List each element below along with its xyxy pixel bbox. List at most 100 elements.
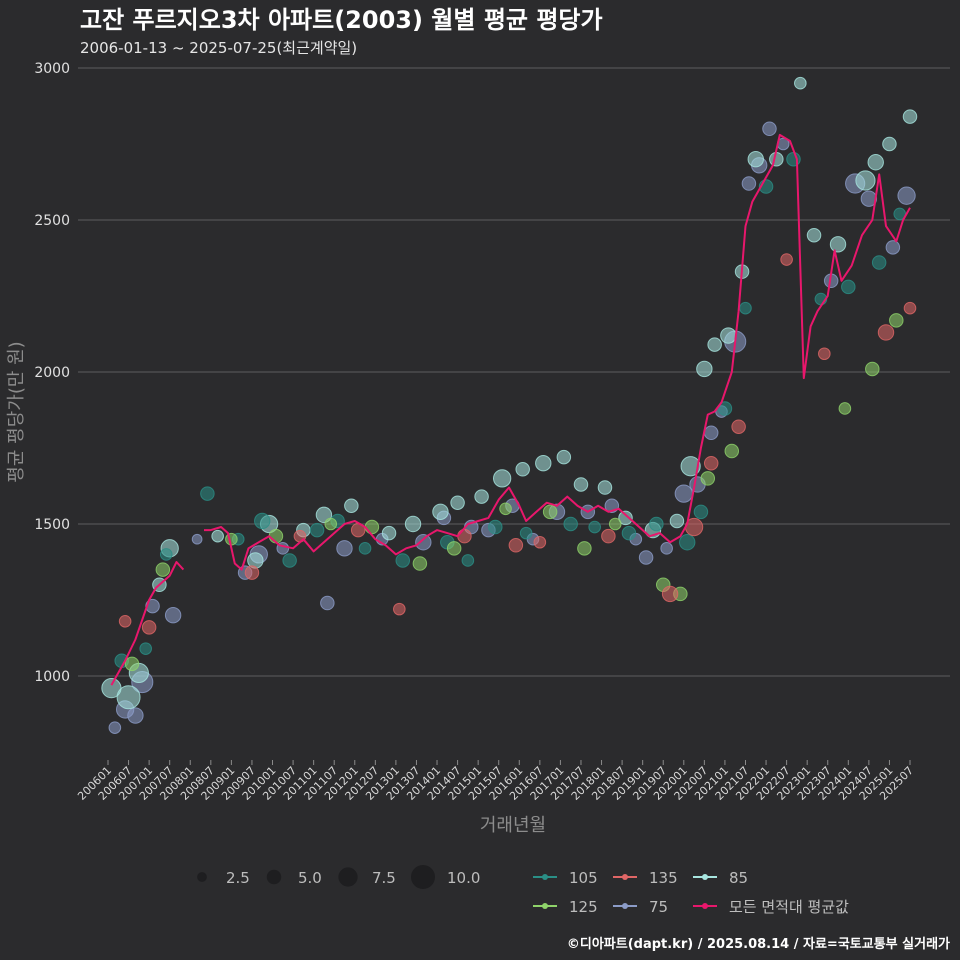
series-legend-label: 135 xyxy=(649,869,678,887)
point-series-135 xyxy=(393,602,406,616)
point-series-125 xyxy=(499,502,512,516)
y-axis-title: 평균 평당가(만 원) xyxy=(6,341,27,482)
point-series-85 xyxy=(211,529,224,543)
point-series-125 xyxy=(608,517,622,531)
y-tick-label: 3000 xyxy=(34,61,70,77)
point-series-75 xyxy=(885,240,901,255)
series-legend: 105 135 85 125 75 모든 면적대 평균값 xyxy=(533,869,849,916)
point-series-75 xyxy=(191,533,203,545)
average-line xyxy=(204,133,911,571)
point-series-125 xyxy=(364,519,380,535)
size-legend: 2.5 5.0 7.5 10.0 xyxy=(197,865,480,889)
point-series-85 xyxy=(450,495,465,510)
point-series-105 xyxy=(841,279,856,295)
series-legend-label: 85 xyxy=(729,869,748,887)
chart-subtitle: 2006-01-13 ~ 2025-07-25(최근계약일) xyxy=(80,39,357,57)
point-series-105 xyxy=(200,486,215,501)
point-series-105 xyxy=(159,548,173,561)
point-series-125 xyxy=(155,562,171,577)
x-axis-ticks: 2006012006072007012007072008012008072009… xyxy=(75,760,916,803)
series-legend-label: 75 xyxy=(649,898,668,916)
point-series-85 xyxy=(680,456,701,477)
point-series-135 xyxy=(903,301,917,315)
point-series-125 xyxy=(889,313,904,328)
point-series-75 xyxy=(741,176,757,191)
point-series-125 xyxy=(124,656,140,672)
point-series-75 xyxy=(638,550,654,565)
chart-title: 고잔 푸르지오3차 아파트(2003) 월별 평균 평당가 xyxy=(80,6,603,34)
point-series-75 xyxy=(703,425,719,441)
size-legend-label: 2.5 xyxy=(226,869,250,887)
point-series-85 xyxy=(618,510,633,526)
series-legend-dot xyxy=(702,874,708,880)
point-series-135 xyxy=(118,614,132,628)
point-series-105 xyxy=(139,642,153,655)
series-legend-dot xyxy=(622,874,628,880)
series-legend-label: 모든 면적대 평균값 xyxy=(729,898,849,916)
size-legend-key xyxy=(411,865,435,889)
points-layer xyxy=(101,76,918,734)
series-legend-dot xyxy=(702,903,708,909)
point-series-135 xyxy=(508,538,524,553)
point-series-85 xyxy=(806,227,822,243)
point-series-85 xyxy=(720,327,737,344)
point-series-85 xyxy=(381,525,397,541)
point-series-75 xyxy=(164,607,182,624)
point-series-85 xyxy=(696,360,713,378)
point-series-135 xyxy=(601,528,616,544)
point-series-135 xyxy=(533,535,547,549)
point-series-125 xyxy=(446,541,462,556)
point-series-105 xyxy=(588,520,601,534)
point-series-125 xyxy=(542,504,558,520)
y-tick-label: 1000 xyxy=(34,669,70,685)
point-series-105 xyxy=(519,526,533,540)
series-legend-dot xyxy=(622,903,628,909)
point-series-135 xyxy=(244,565,260,580)
point-series-85 xyxy=(855,170,876,191)
y-tick-label: 2000 xyxy=(34,365,70,381)
point-series-105 xyxy=(739,301,752,315)
point-series-85 xyxy=(707,337,722,352)
point-series-85 xyxy=(474,489,489,504)
point-series-125 xyxy=(838,402,852,415)
point-series-125 xyxy=(268,528,284,544)
size-legend-label: 5.0 xyxy=(298,869,322,887)
point-series-85 xyxy=(867,154,884,171)
point-series-75 xyxy=(897,186,916,205)
point-series-85 xyxy=(535,455,552,472)
size-legend-label: 10.0 xyxy=(447,869,480,887)
point-series-75 xyxy=(860,190,878,207)
point-series-75 xyxy=(320,595,335,611)
point-series-135 xyxy=(877,324,895,341)
point-series-135 xyxy=(457,528,472,544)
series-legend-label: 105 xyxy=(569,869,598,887)
point-series-85 xyxy=(747,151,764,168)
size-legend-key xyxy=(197,872,207,882)
point-series-85 xyxy=(344,498,359,514)
point-series-75 xyxy=(415,534,432,551)
point-series-85 xyxy=(794,76,807,90)
point-series-125 xyxy=(577,541,592,556)
point-series-105 xyxy=(488,519,503,535)
point-series-105 xyxy=(621,525,637,541)
point-series-105 xyxy=(254,512,271,530)
point-series-135 xyxy=(780,253,793,266)
point-series-75 xyxy=(336,540,353,557)
point-series-135 xyxy=(818,347,831,361)
point-series-105 xyxy=(563,516,578,532)
point-series-105 xyxy=(309,522,325,538)
size-legend-key xyxy=(338,867,358,887)
point-series-85 xyxy=(404,515,422,533)
y-tick-label: 2500 xyxy=(34,213,70,229)
point-series-105 xyxy=(649,516,664,532)
point-series-75 xyxy=(762,121,777,137)
series-legend-dot xyxy=(542,874,548,880)
point-series-105 xyxy=(717,401,733,416)
point-series-85 xyxy=(573,477,589,492)
point-series-105 xyxy=(282,553,297,568)
series-legend-dot xyxy=(542,903,548,909)
y-tick-label: 1500 xyxy=(34,517,70,533)
size-legend-key xyxy=(266,869,282,885)
